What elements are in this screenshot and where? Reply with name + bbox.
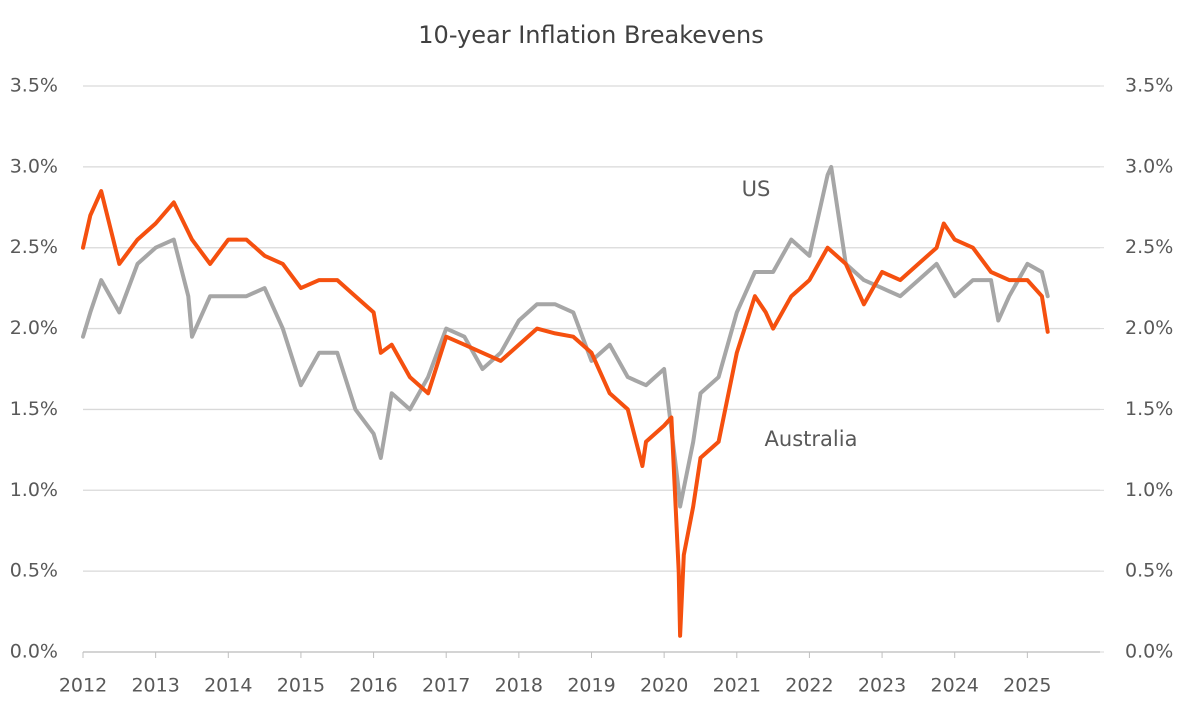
x-tick-label: 2023 bbox=[858, 675, 906, 697]
y2-tick-label: 1.0% bbox=[1125, 479, 1173, 501]
x-tick-label: 2019 bbox=[567, 675, 615, 697]
x-tick-label: 2022 bbox=[785, 675, 833, 697]
x-tick-label: 2025 bbox=[1003, 675, 1051, 697]
y-tick-label: 3.5% bbox=[10, 75, 58, 97]
y-tick-label: 3.0% bbox=[10, 155, 58, 177]
y2-tick-label: 2.5% bbox=[1125, 236, 1173, 258]
x-tick-label: 2020 bbox=[640, 675, 688, 697]
x-tick-label: 2015 bbox=[277, 675, 325, 697]
chart-title: 10-year Inflation Breakevens bbox=[418, 21, 763, 49]
x-tick-label: 2018 bbox=[495, 675, 543, 697]
y-tick-label: 2.0% bbox=[10, 317, 58, 339]
series-label: US bbox=[742, 177, 771, 201]
y-tick-label: 0.0% bbox=[10, 641, 58, 663]
y2-tick-label: 2.0% bbox=[1125, 317, 1173, 339]
x-tick-label: 2024 bbox=[931, 675, 979, 697]
series-line bbox=[81, 164, 1050, 509]
series-line bbox=[81, 189, 1050, 638]
y-tick-label: 2.5% bbox=[10, 236, 58, 258]
y2-tick-label: 3.0% bbox=[1125, 155, 1173, 177]
y-tick-label: 1.5% bbox=[10, 398, 58, 420]
series-label: Australia bbox=[765, 427, 858, 451]
y2-tick-label: 0.0% bbox=[1125, 641, 1173, 663]
x-tick-label: 2012 bbox=[59, 675, 107, 697]
x-tick-label: 2016 bbox=[349, 675, 397, 697]
x-tick-label: 2017 bbox=[422, 675, 470, 697]
x-tick-label: 2021 bbox=[713, 675, 761, 697]
y2-tick-label: 1.5% bbox=[1125, 398, 1173, 420]
y-tick-label: 1.0% bbox=[10, 479, 58, 501]
x-tick-label: 2014 bbox=[204, 675, 252, 697]
y2-tick-label: 3.5% bbox=[1125, 75, 1173, 97]
x-tick-label: 2013 bbox=[131, 675, 179, 697]
y2-tick-label: 0.5% bbox=[1125, 560, 1173, 582]
y-tick-label: 0.5% bbox=[10, 560, 58, 582]
